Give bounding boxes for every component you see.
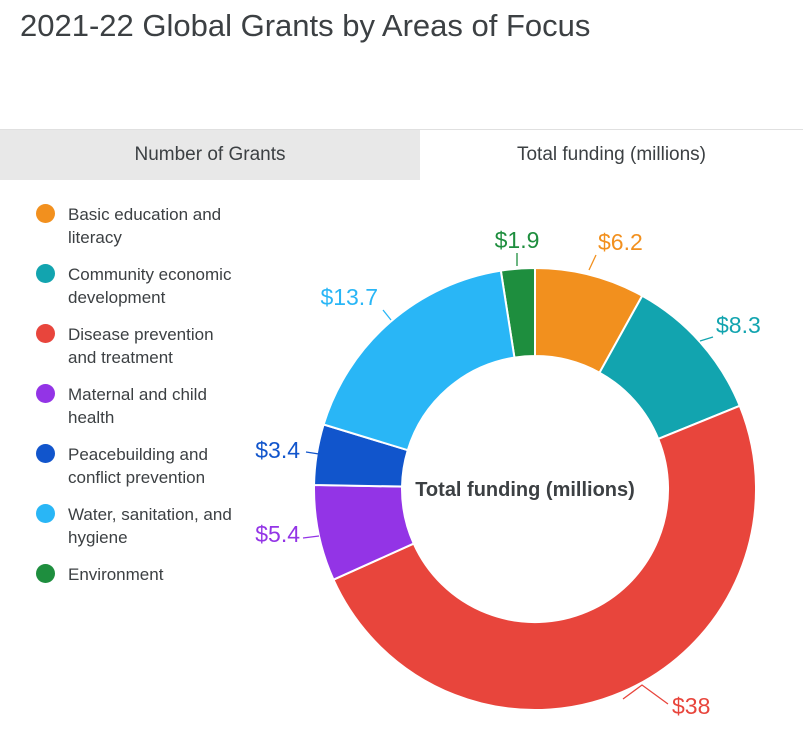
svg-text:$8.3: $8.3 <box>716 312 761 338</box>
svg-text:$38: $38 <box>672 693 710 719</box>
svg-text:$13.7: $13.7 <box>320 284 378 310</box>
svg-text:$3.4: $3.4 <box>255 437 300 463</box>
svg-text:Total funding (millions): Total funding (millions) <box>415 479 635 501</box>
svg-text:$5.4: $5.4 <box>255 521 300 547</box>
svg-text:$6.2: $6.2 <box>598 229 643 255</box>
svg-text:$1.9: $1.9 <box>495 227 540 253</box>
